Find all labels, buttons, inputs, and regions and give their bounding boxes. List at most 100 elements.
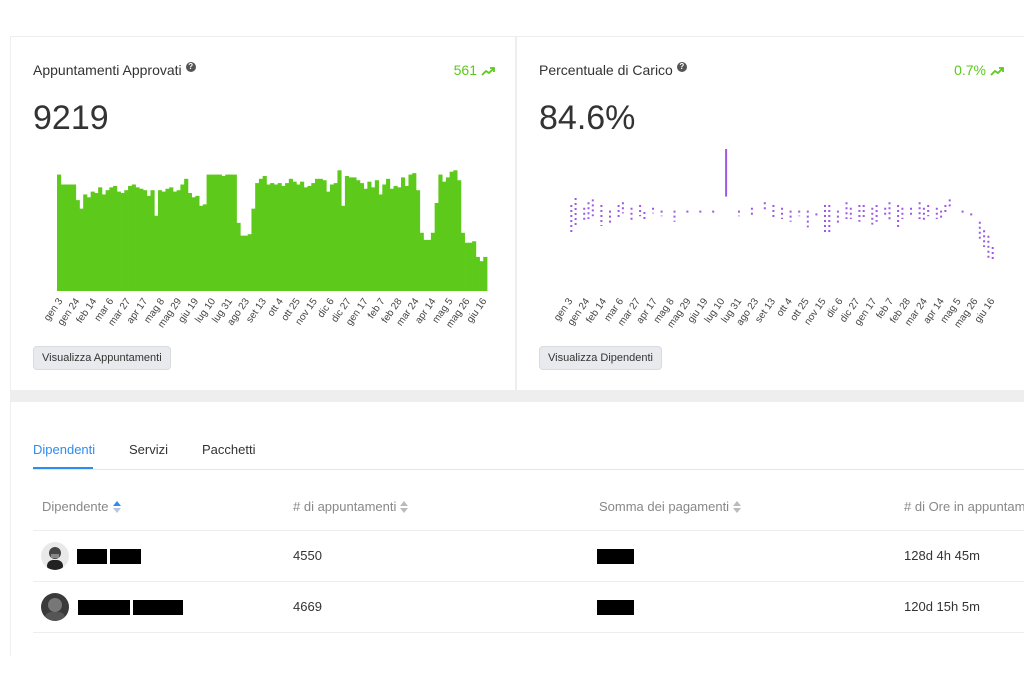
column-header-appointments[interactable]: # di appuntamenti — [293, 499, 409, 514]
bar — [217, 174, 222, 291]
avatar — [41, 593, 69, 621]
bar — [374, 180, 379, 291]
active-tab-indicator — [33, 467, 93, 469]
table-row[interactable]: 4669 120d 15h 5m — [33, 582, 1024, 633]
bar — [292, 181, 297, 291]
bar — [75, 200, 80, 291]
bar — [128, 185, 133, 291]
bar — [191, 197, 196, 291]
bar — [83, 194, 88, 291]
tab-bar: Dipendenti Servizi Pacchetti — [33, 442, 1024, 470]
bar — [412, 173, 417, 291]
tab-packages[interactable]: Pacchetti — [202, 442, 256, 457]
view-employees-button[interactable]: Visualizza Dipendenti — [539, 346, 662, 370]
bar — [303, 187, 308, 291]
bar — [430, 232, 436, 291]
appointments-count: 4669 — [293, 599, 322, 614]
bar — [442, 181, 447, 291]
bar — [240, 235, 245, 291]
bar — [146, 195, 151, 291]
bar — [363, 188, 368, 291]
bar — [337, 170, 342, 291]
bar — [64, 184, 69, 291]
bar — [270, 183, 275, 291]
bar — [157, 190, 163, 291]
bar — [139, 188, 144, 291]
bar — [318, 178, 323, 291]
bar — [247, 234, 252, 291]
bar — [154, 215, 159, 291]
bar — [397, 187, 402, 291]
bar — [262, 175, 267, 291]
table-header: Dipendente # di appuntamenti Somma dei p… — [33, 484, 1024, 531]
table-row[interactable]: 4550 128d 4h 45m — [33, 531, 1024, 582]
sort-icon — [112, 501, 121, 513]
card-title: Appuntamenti Approvati? — [33, 62, 196, 78]
bar — [143, 190, 148, 291]
bar — [389, 188, 394, 291]
appointment-hours: 120d 15h 5m — [904, 599, 980, 614]
redacted-payment — [597, 600, 634, 615]
bar — [251, 208, 256, 291]
bar — [202, 204, 207, 291]
column-header-employee[interactable]: Dipendente — [42, 499, 121, 514]
bar — [255, 183, 260, 291]
bar — [105, 190, 110, 291]
bar — [90, 191, 95, 291]
bar — [124, 190, 129, 291]
tab-services[interactable]: Servizi — [129, 442, 169, 457]
bar — [120, 193, 125, 291]
bar — [408, 174, 413, 291]
appointment-hours: 128d 4h 45m — [904, 548, 980, 563]
bar — [393, 185, 398, 291]
bar — [229, 174, 234, 291]
bar — [434, 202, 439, 291]
bar — [57, 174, 62, 291]
bar — [266, 184, 271, 291]
bar — [79, 208, 84, 291]
bar — [300, 181, 305, 291]
employees-panel: Dipendenti Servizi Pacchetti Dipendente … — [11, 402, 1024, 656]
bar — [479, 261, 484, 291]
load-percentage-value: 84.6% — [539, 99, 636, 137]
bar — [371, 187, 376, 291]
bar — [225, 174, 230, 291]
view-appointments-button[interactable]: Visualizza Appuntamenti — [33, 346, 171, 370]
bar — [195, 195, 200, 291]
bar — [187, 193, 193, 291]
tab-employees[interactable]: Dipendenti — [33, 442, 96, 457]
sort-icon — [733, 501, 742, 513]
bar — [401, 177, 406, 291]
bar — [273, 184, 279, 291]
bar — [382, 184, 387, 291]
bar — [460, 232, 465, 291]
bar — [60, 184, 65, 291]
bar — [258, 178, 264, 291]
help-icon[interactable]: ? — [185, 62, 196, 72]
approved-appointments-value: 9219 — [33, 99, 109, 137]
bar — [169, 187, 174, 291]
trend-up-icon — [481, 67, 495, 76]
bar — [214, 174, 219, 291]
column-header-hours[interactable]: # di Ore in appuntamento — [904, 499, 1024, 514]
bar — [472, 241, 477, 291]
bar — [378, 194, 383, 291]
bar — [180, 184, 185, 291]
bar — [221, 175, 226, 291]
bar — [386, 178, 391, 291]
bar — [356, 180, 361, 291]
bar — [326, 191, 331, 291]
bar — [210, 174, 215, 291]
bar — [101, 194, 107, 291]
bar — [449, 171, 454, 291]
bar — [288, 178, 293, 291]
bar — [161, 191, 166, 291]
bar — [423, 239, 428, 291]
bar — [453, 170, 458, 291]
column-header-payments[interactable]: Somma dei pagamenti — [599, 499, 742, 514]
bar — [150, 190, 155, 291]
help-icon[interactable]: ? — [676, 62, 687, 72]
